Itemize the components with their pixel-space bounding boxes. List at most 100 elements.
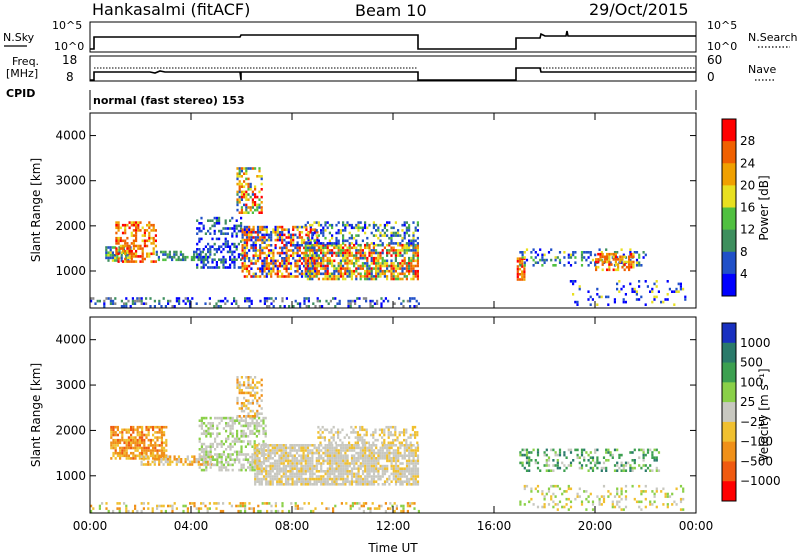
scatter-cell (348, 441, 351, 445)
scatter-cell (294, 270, 297, 273)
scatter-cell (348, 242, 351, 245)
scatter-cell (238, 407, 241, 410)
scatter-cell (190, 258, 193, 262)
scatter-cell (287, 275, 290, 278)
scatter-cell (339, 243, 342, 247)
scatter-cell (119, 457, 122, 460)
scatter-cell (243, 259, 246, 263)
scatter-cell (166, 253, 169, 256)
scatter-cell (358, 507, 361, 510)
scatter-cell (412, 457, 415, 460)
scatter-cell (270, 238, 273, 242)
scatter-cell (200, 416, 203, 420)
scatter-cell (344, 451, 347, 455)
scatter-cell (247, 211, 250, 214)
scatter-cell (567, 261, 570, 264)
scatter-cell (141, 247, 144, 250)
scatter-cell (357, 272, 360, 276)
scatter-cell (621, 265, 624, 269)
scatter-cell (326, 454, 329, 457)
scatter-cell (213, 266, 216, 269)
scatter-cell (342, 467, 345, 470)
scatter-cell (629, 469, 632, 472)
scatter-cell (284, 472, 288, 476)
scatter-cell (236, 383, 239, 387)
scatter-cell (364, 251, 367, 255)
scatter-cell (299, 507, 302, 510)
scatter-cell (325, 507, 328, 510)
scatter-cell (326, 428, 329, 432)
scatter-cell (589, 456, 592, 459)
scatter-cell (372, 444, 376, 447)
scatter-cell (233, 242, 236, 246)
scatter-cell (558, 261, 562, 264)
scatter-cell (390, 275, 393, 278)
scatter-cell (638, 448, 641, 452)
scatter-cell (114, 444, 117, 447)
scatter-cell (144, 463, 148, 466)
station-title: Hankasalmi (fitACF) (92, 0, 250, 19)
scatter-cell (281, 246, 284, 250)
scatter-cell (545, 459, 548, 462)
scatter-cell (311, 267, 314, 270)
scatter-cell (214, 448, 217, 451)
scatter-cell (306, 480, 310, 483)
scatter-cell (405, 480, 409, 483)
scatter-cell (569, 451, 573, 454)
scatter-cell (399, 462, 402, 465)
scatter-cell (233, 227, 236, 230)
scatter-cell (115, 247, 118, 250)
scatter-cell (145, 302, 148, 305)
scatter-cell (111, 259, 114, 262)
scatter-cell (267, 449, 270, 452)
power-colorbar-tick: 4 (740, 267, 748, 281)
scatter-cell (270, 251, 273, 255)
scatter-cell (252, 275, 255, 278)
scatter-cell (258, 429, 261, 433)
scatter-cell (412, 480, 415, 483)
scatter-cell (377, 457, 380, 460)
scatter-cell (245, 246, 249, 250)
scatter-cell (231, 468, 234, 472)
scatter-cell (603, 258, 606, 261)
scatter-cell (240, 227, 243, 230)
scatter-cell (127, 457, 130, 460)
scatter-cell (392, 264, 395, 268)
scatter-cell (350, 251, 353, 255)
scatter-cell (227, 463, 230, 467)
scatter-cell (617, 263, 620, 266)
scatter-cell (284, 470, 288, 473)
scatter-cell (591, 508, 595, 511)
scatter-cell (311, 234, 314, 237)
scatter-cell (175, 460, 178, 464)
scatter-cell (620, 464, 623, 467)
scatter-cell (348, 275, 351, 278)
scatter-cell (594, 264, 597, 267)
scatter-cell (256, 267, 260, 270)
scatter-cell (276, 446, 279, 450)
scatter-cell (309, 259, 312, 263)
scatter-cell (205, 450, 208, 454)
scatter-cell (141, 441, 144, 445)
scatter-cell (298, 467, 301, 470)
scatter-cell (318, 305, 321, 308)
scatter-cell (370, 249, 373, 252)
scatter-cell (677, 290, 680, 293)
scatter-cell (335, 246, 338, 250)
scatter-cell (220, 229, 223, 233)
scatter-cell (271, 464, 274, 468)
scatter-cell (613, 300, 616, 304)
scatter-cell (381, 249, 384, 252)
scatter-cell (653, 282, 656, 286)
scatter-cell (258, 477, 261, 481)
scatter-cell (164, 458, 167, 461)
scatter-cell (278, 470, 281, 473)
scatter-cell (256, 225, 260, 229)
scatter-cell (545, 492, 548, 496)
scatter-cell (237, 255, 240, 259)
scatter-cell (377, 264, 380, 268)
scatter-cell (525, 461, 529, 465)
scatter-cell (372, 243, 375, 247)
scatter-cell (632, 263, 635, 266)
cpid-mode: normal (fast stereo) 153 (93, 94, 245, 107)
